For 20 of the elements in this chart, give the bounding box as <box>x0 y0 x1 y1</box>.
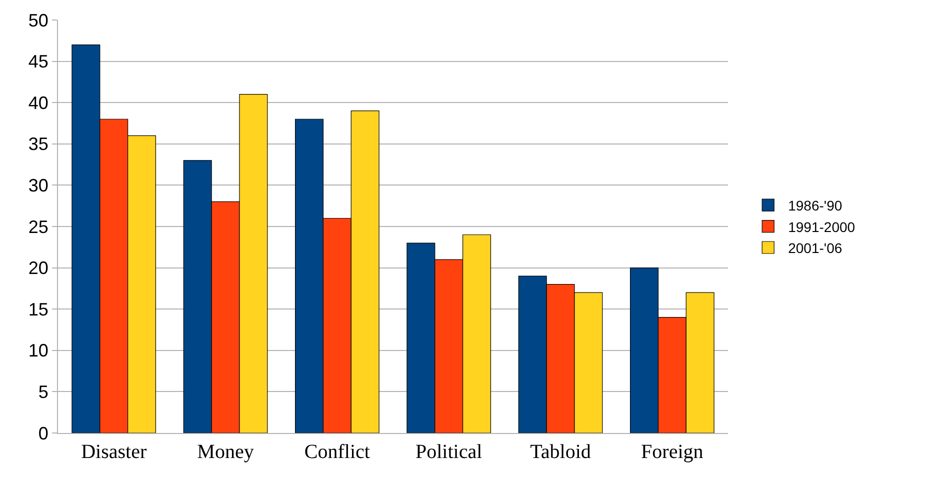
y-tick-label: 35 <box>28 134 48 154</box>
legend-label: 1986-'90 <box>788 198 842 214</box>
y-tick-label: 30 <box>28 176 48 196</box>
x-tick-label: Disaster <box>81 441 147 463</box>
x-tick-label: Political <box>415 441 483 463</box>
y-tick-label: 25 <box>28 216 48 237</box>
legend-label: 1991-2000 <box>788 218 856 235</box>
x-tick-label: Foreign <box>641 441 704 463</box>
x-tick-label: Conflict <box>304 441 370 463</box>
y-tick-label: 0 <box>38 423 48 444</box>
y-tick-label: 45 <box>28 52 48 72</box>
legend-label: 2001-'06 <box>788 240 842 256</box>
y-tick-label: 20 <box>28 258 48 278</box>
x-tick-label: Tabloid <box>530 441 591 463</box>
y-tick-label: 5 <box>38 382 48 402</box>
y-tick-label: 50 <box>28 10 48 30</box>
y-tick-label: 15 <box>28 299 48 320</box>
x-tick-label: Money <box>197 441 254 463</box>
y-tick-label: 10 <box>28 340 48 361</box>
y-tick-label: 40 <box>28 92 48 113</box>
